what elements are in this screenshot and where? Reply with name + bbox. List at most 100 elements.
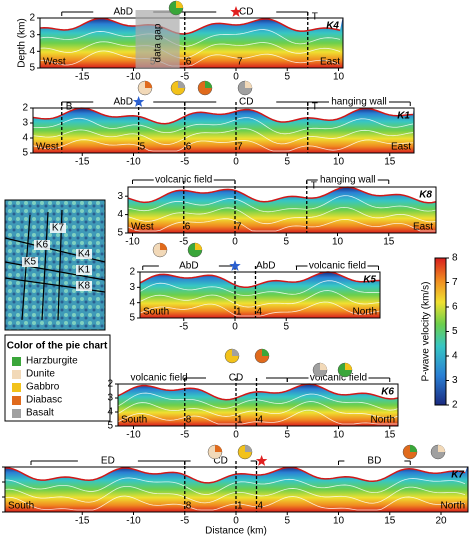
x-tick-label: -10 (126, 72, 141, 83)
domain-label-bg (235, 261, 296, 271)
domain-label: volcanic field (309, 261, 366, 272)
legend-swatch (12, 383, 21, 392)
seafloor (4, 466, 466, 484)
site-star (132, 96, 145, 107)
domain-label: hanging wall (331, 97, 387, 108)
profile-panel: K4 2 3 4 5 -15 -10 -5 0 5 10 Depth (km) West East AbD C… (17, 6, 344, 83)
x-tick-label: 10 (332, 237, 344, 248)
annotation: 6 (185, 222, 191, 233)
contour (139, 301, 381, 317)
x-tick-label: 5 (283, 237, 289, 248)
map-label: K5 (24, 257, 37, 268)
annotation: T (312, 102, 318, 113)
x-tick-label: 15 (384, 430, 396, 441)
x-tick-label: 10 (333, 157, 345, 168)
pie-slice (232, 349, 239, 356)
end-label: East (320, 57, 340, 68)
x-tick-label: 10 (333, 516, 345, 527)
profile-panel: K1 2 3 4 5 -15 -10 -5 0 5 10 15 West East AbD CD hanging… (22, 96, 415, 168)
x-tick-label: 15 (384, 157, 396, 168)
frame (127, 186, 437, 234)
legend-label: Diabasc (26, 395, 62, 406)
annotation: 1 (236, 307, 242, 318)
x-tick-label: 15 (384, 516, 396, 527)
annotation: 7 (236, 222, 242, 233)
seafloor (39, 17, 341, 35)
domain-label: AbD (114, 97, 133, 108)
colorbar-tick-label: 8 (452, 253, 458, 264)
pie-slice (262, 349, 269, 356)
annotation: 7 (237, 57, 243, 68)
domain-label-bg (216, 97, 277, 107)
frame (139, 271, 381, 319)
x-tick-label: 0 (232, 237, 238, 248)
legend-box (4, 334, 111, 422)
contour (127, 218, 436, 232)
y-tick-label: 5 (117, 228, 123, 239)
colorbar-label: P-wave velocity (km/s) (421, 281, 432, 381)
end-label: West (43, 57, 66, 68)
contour (32, 139, 414, 152)
profile-panel: K6 2 3 4 5 -10 -5 0 5 10 15 South North volcanic fiel… (107, 373, 399, 441)
annotation: 6 (186, 57, 192, 68)
annotation: 4 (257, 307, 263, 318)
contour (117, 401, 399, 419)
x-tick-label: -15 (75, 516, 90, 527)
annotation: 6 (186, 142, 192, 153)
frame (117, 383, 399, 427)
contour (139, 290, 381, 308)
pie-slice (160, 243, 167, 250)
site-star (230, 6, 242, 17)
contour (32, 117, 414, 135)
domain-label: CD (239, 97, 253, 108)
map-label: K1 (78, 265, 91, 276)
contour (117, 409, 398, 425)
panel-label: K8 (419, 190, 432, 201)
end-label: North (371, 415, 395, 426)
x-tick-label: -5 (180, 430, 189, 441)
legend-label: Gabbro (26, 382, 60, 393)
contour (127, 206, 437, 225)
domain-label-bg (93, 7, 154, 17)
x-tick-label: -10 (126, 157, 141, 168)
x-tick-label: -5 (180, 516, 189, 527)
domain-label: volcanic field (310, 373, 367, 384)
pie-slice (410, 445, 417, 452)
domain-label-bg (307, 261, 368, 271)
x-tick-label: 10 (333, 430, 345, 441)
map-label: K6 (36, 240, 49, 251)
end-label: North (441, 501, 465, 512)
seafloor (32, 107, 414, 125)
map-label-bg (76, 281, 92, 291)
above-seafloor (118, 382, 398, 400)
domain-label: ED (101, 456, 115, 467)
legend-swatch (12, 370, 21, 379)
x-tick-label: 0 (233, 430, 239, 441)
annotation: 1 (237, 501, 243, 512)
panel-label: K5 (363, 275, 376, 286)
colorbar-tick-label: 5 (452, 326, 458, 337)
contour (4, 495, 466, 511)
panel-label: K7 (451, 470, 464, 481)
domain-label-bg (344, 456, 405, 466)
x-tick-label: 0 (233, 72, 239, 83)
domain-label-bg (317, 175, 378, 185)
domain-label: CD (213, 456, 227, 467)
domain-label-bg (216, 7, 277, 17)
domain-label: AbD (114, 7, 133, 18)
domain-label-bg (158, 261, 219, 271)
contour (4, 477, 466, 495)
pie-slice (145, 81, 152, 88)
domain-label-bg (93, 97, 154, 107)
profile-panel: K5 2 3 4 5 -5 0 5 South North AbD AbD volcanic field… (129, 260, 381, 333)
domain-label-bg (129, 373, 190, 383)
y-tick-label: 3 (117, 191, 123, 202)
legend (4, 334, 111, 422)
pie-slice (178, 81, 185, 88)
y-tick-label: 3 (129, 282, 135, 293)
x-tick-label: 5 (284, 72, 290, 83)
y-tick-label: 2 (22, 103, 28, 114)
end-label: East (391, 142, 411, 153)
y-tick-label: 3 (22, 118, 28, 129)
